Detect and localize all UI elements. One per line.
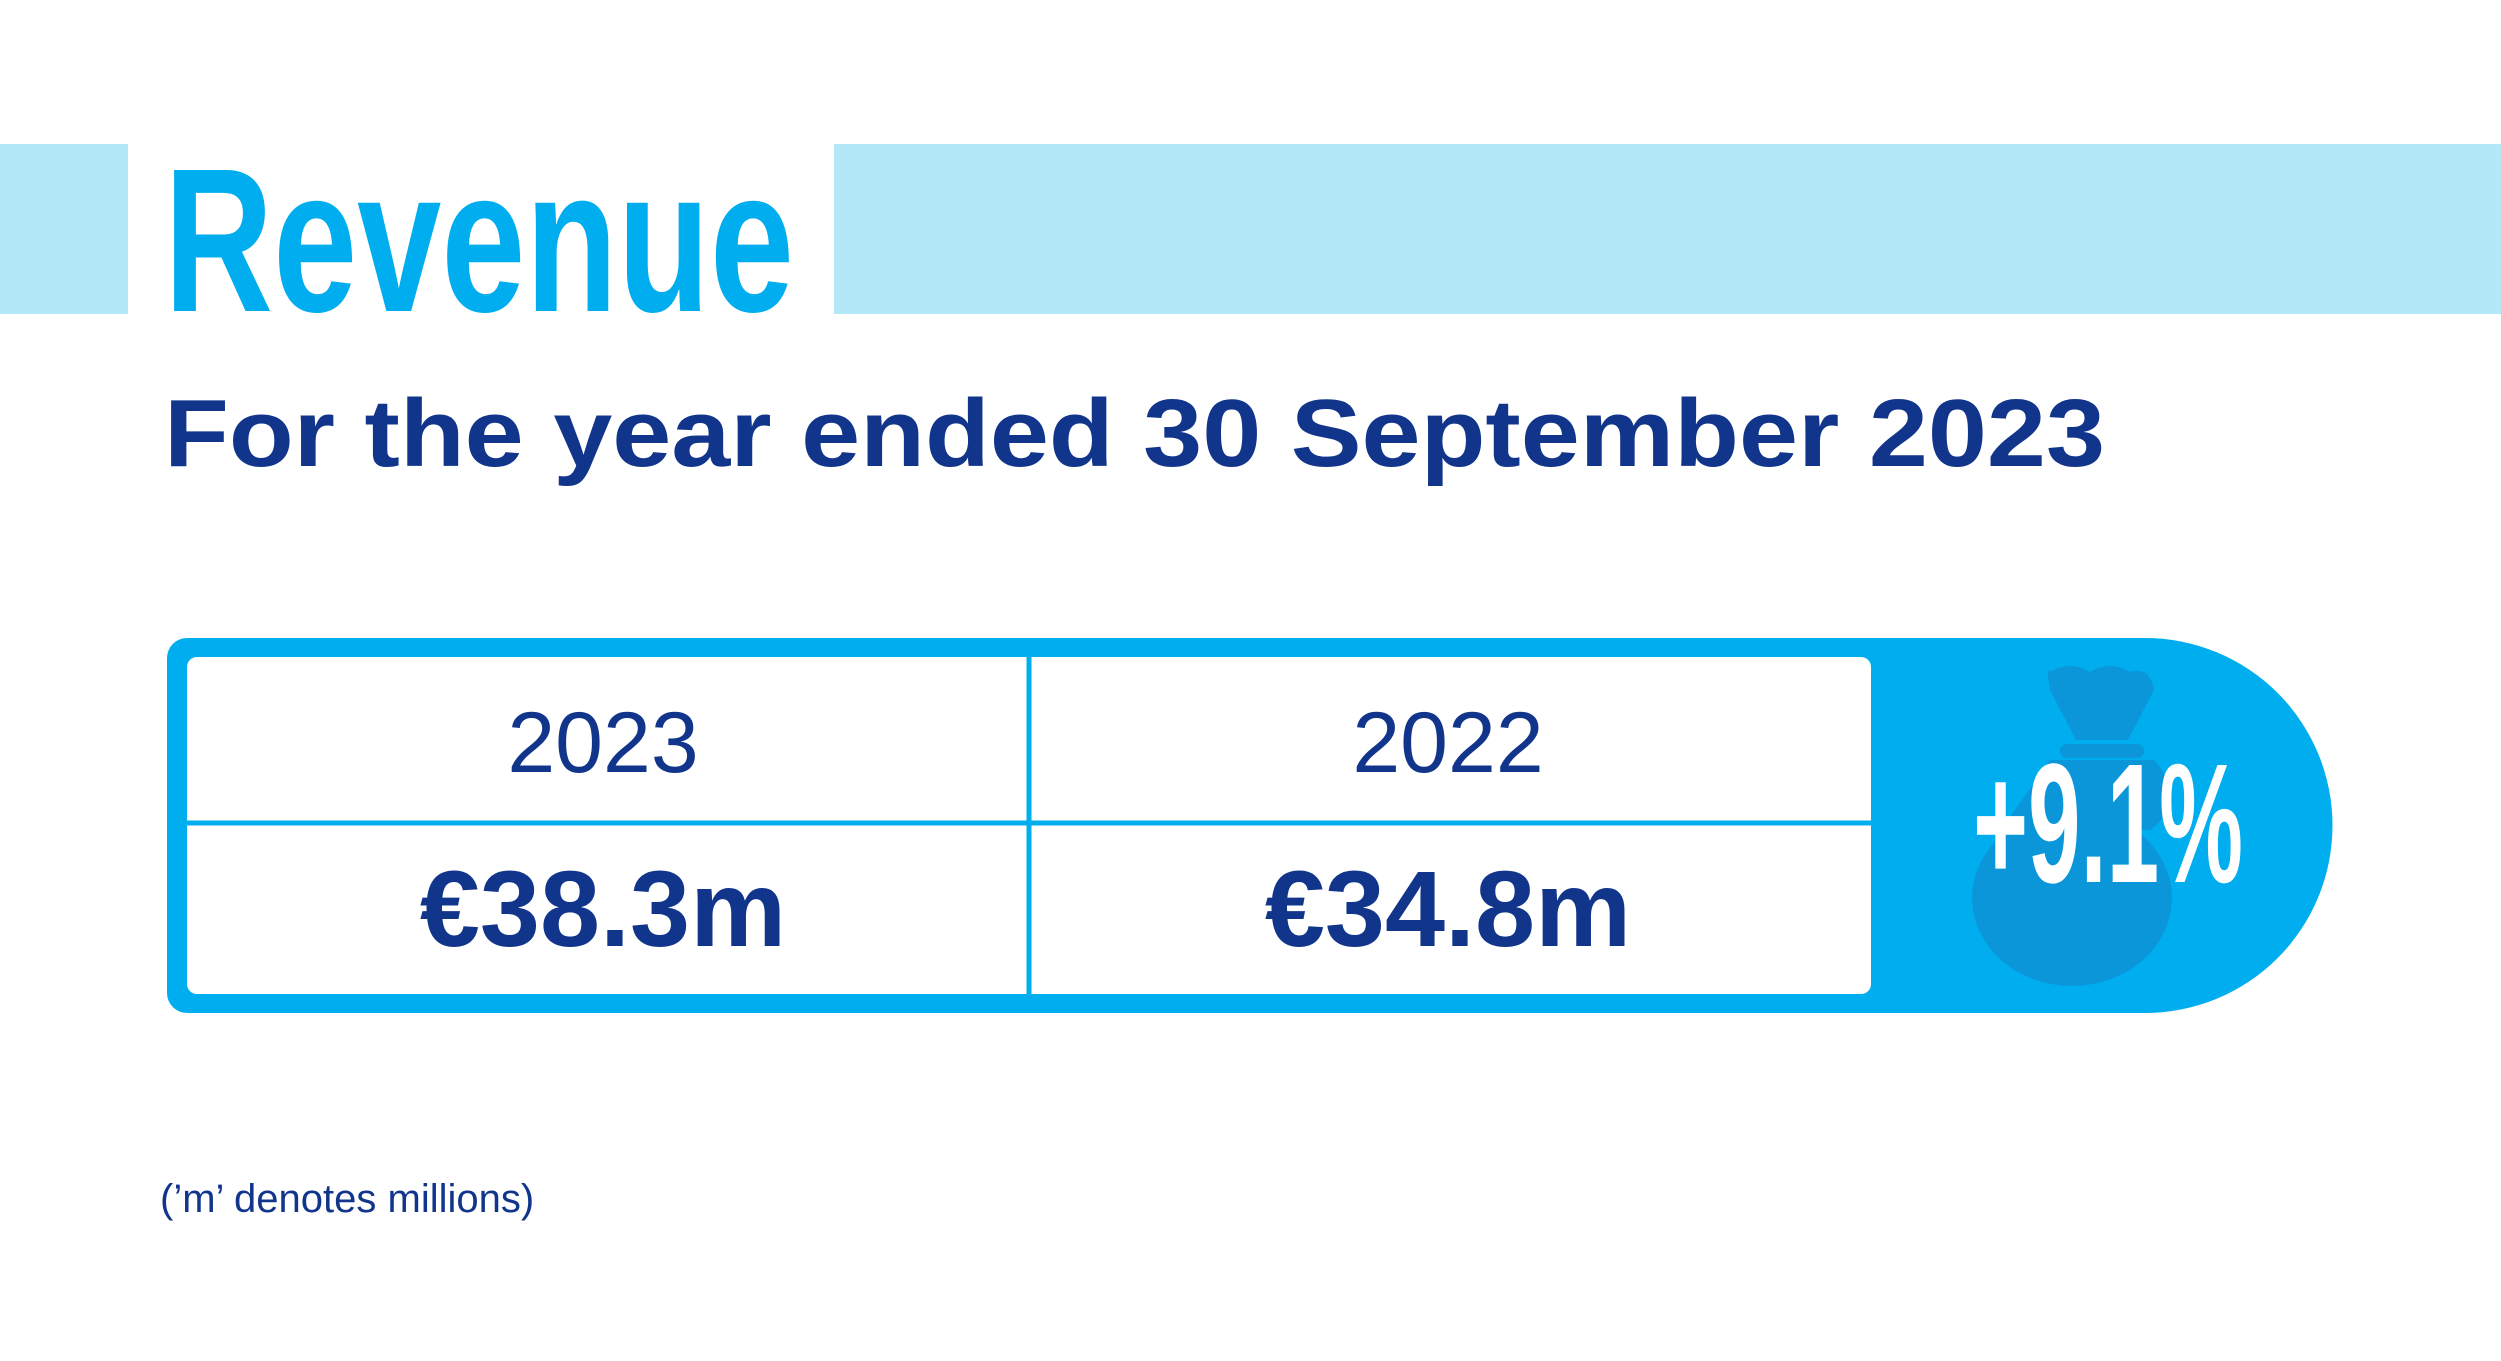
footnote: (’m’ denotes millions) bbox=[160, 1177, 534, 1221]
subtitle: For the year ended 30 September 2023 bbox=[164, 380, 2105, 487]
growth-percentage: +9.1% bbox=[1973, 729, 2243, 919]
revenue-value: €38.3m bbox=[420, 848, 786, 969]
column-header: 2022 bbox=[1352, 695, 1543, 791]
revenue-value: €34.8m bbox=[1265, 848, 1631, 969]
title: Revenue bbox=[164, 126, 794, 355]
column-header: 2023 bbox=[507, 695, 698, 791]
title-band-right bbox=[834, 144, 2501, 314]
money-bag-icon bbox=[1972, 666, 2172, 986]
title-band-left bbox=[0, 144, 128, 314]
